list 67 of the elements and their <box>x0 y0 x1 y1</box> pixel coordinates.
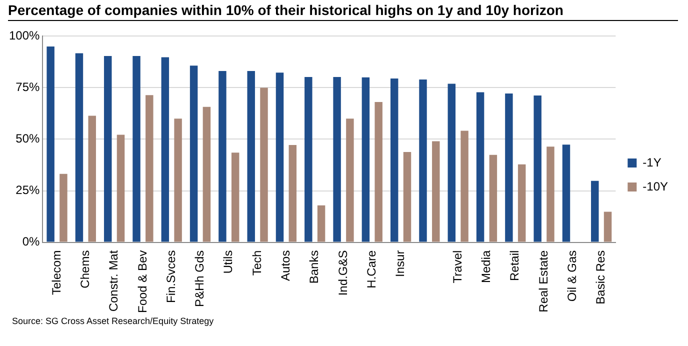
bar <box>460 130 468 242</box>
y-tick-label: 50% <box>16 132 40 146</box>
bar <box>132 56 140 242</box>
bar <box>46 46 54 242</box>
bar <box>591 180 599 242</box>
bar <box>346 118 354 242</box>
bar <box>374 102 382 242</box>
bar <box>218 71 226 242</box>
x-tick-label: Media <box>479 250 494 283</box>
y-tick-label: 100% <box>8 28 40 43</box>
source-note: Source: SG Cross Asset Research/Equity Strategy <box>12 316 214 326</box>
x-tick-label: Autos <box>278 250 293 281</box>
bar <box>276 72 284 242</box>
x-tick-label: Chems <box>78 250 92 288</box>
bar <box>534 96 542 242</box>
x-tick-label: Fin.Svces <box>164 250 178 303</box>
bar <box>562 144 570 242</box>
bar <box>432 141 440 242</box>
bar <box>317 205 326 242</box>
x-tick-label: Basic Res <box>594 250 608 304</box>
bar <box>476 92 484 242</box>
bar <box>604 212 612 242</box>
bar <box>304 77 312 242</box>
bar <box>146 95 154 242</box>
bar <box>333 77 341 242</box>
bar <box>174 118 182 242</box>
x-tick-label: Retail <box>508 250 522 281</box>
x-tick-label: Insur <box>393 250 408 277</box>
x-tick-label: Utils <box>221 250 236 274</box>
x-tick-label: Banks <box>307 250 322 284</box>
bar <box>116 134 125 242</box>
bar <box>362 77 370 242</box>
bar <box>190 66 198 242</box>
bar <box>489 154 498 242</box>
x-tick-label: Telecom <box>49 250 64 295</box>
chart-title: Percentage of companies within 10% of their historical highs on 1y and 10y horizon <box>8 2 678 21</box>
x-tick-label: Ind.G&S <box>336 250 350 296</box>
y-tick-label: 75% <box>16 80 40 94</box>
bar <box>546 146 554 242</box>
x-tick-label: Tech <box>250 250 264 276</box>
bar <box>403 152 412 242</box>
bar <box>161 57 170 242</box>
x-tick-label: P&Hh Gds <box>192 250 207 307</box>
bar <box>104 56 112 242</box>
bar <box>75 53 84 242</box>
bar <box>202 106 211 242</box>
x-tick-label: Food & Bev <box>135 250 150 313</box>
x-tick-label: Travel <box>450 250 464 284</box>
bar <box>88 116 96 242</box>
x-tick-label: Oil & Gas <box>564 250 579 302</box>
bar <box>448 84 456 242</box>
bar <box>419 79 427 242</box>
bar <box>288 145 297 242</box>
bar <box>260 88 268 242</box>
y-tick-label: 0% <box>22 234 40 249</box>
x-tick-label: Real Estate <box>536 250 550 312</box>
y-tick-label: 25% <box>16 183 40 198</box>
bar <box>390 78 398 242</box>
bar <box>247 71 255 242</box>
bar <box>505 93 513 242</box>
x-tick-label: Constr. Mat <box>106 250 121 312</box>
bar <box>518 164 526 242</box>
x-tick-label: H.Care <box>364 250 378 288</box>
legend-label: -1Y <box>642 155 662 170</box>
legend-label: -10Y <box>642 179 668 194</box>
bar <box>60 174 68 242</box>
bar <box>231 152 240 242</box>
